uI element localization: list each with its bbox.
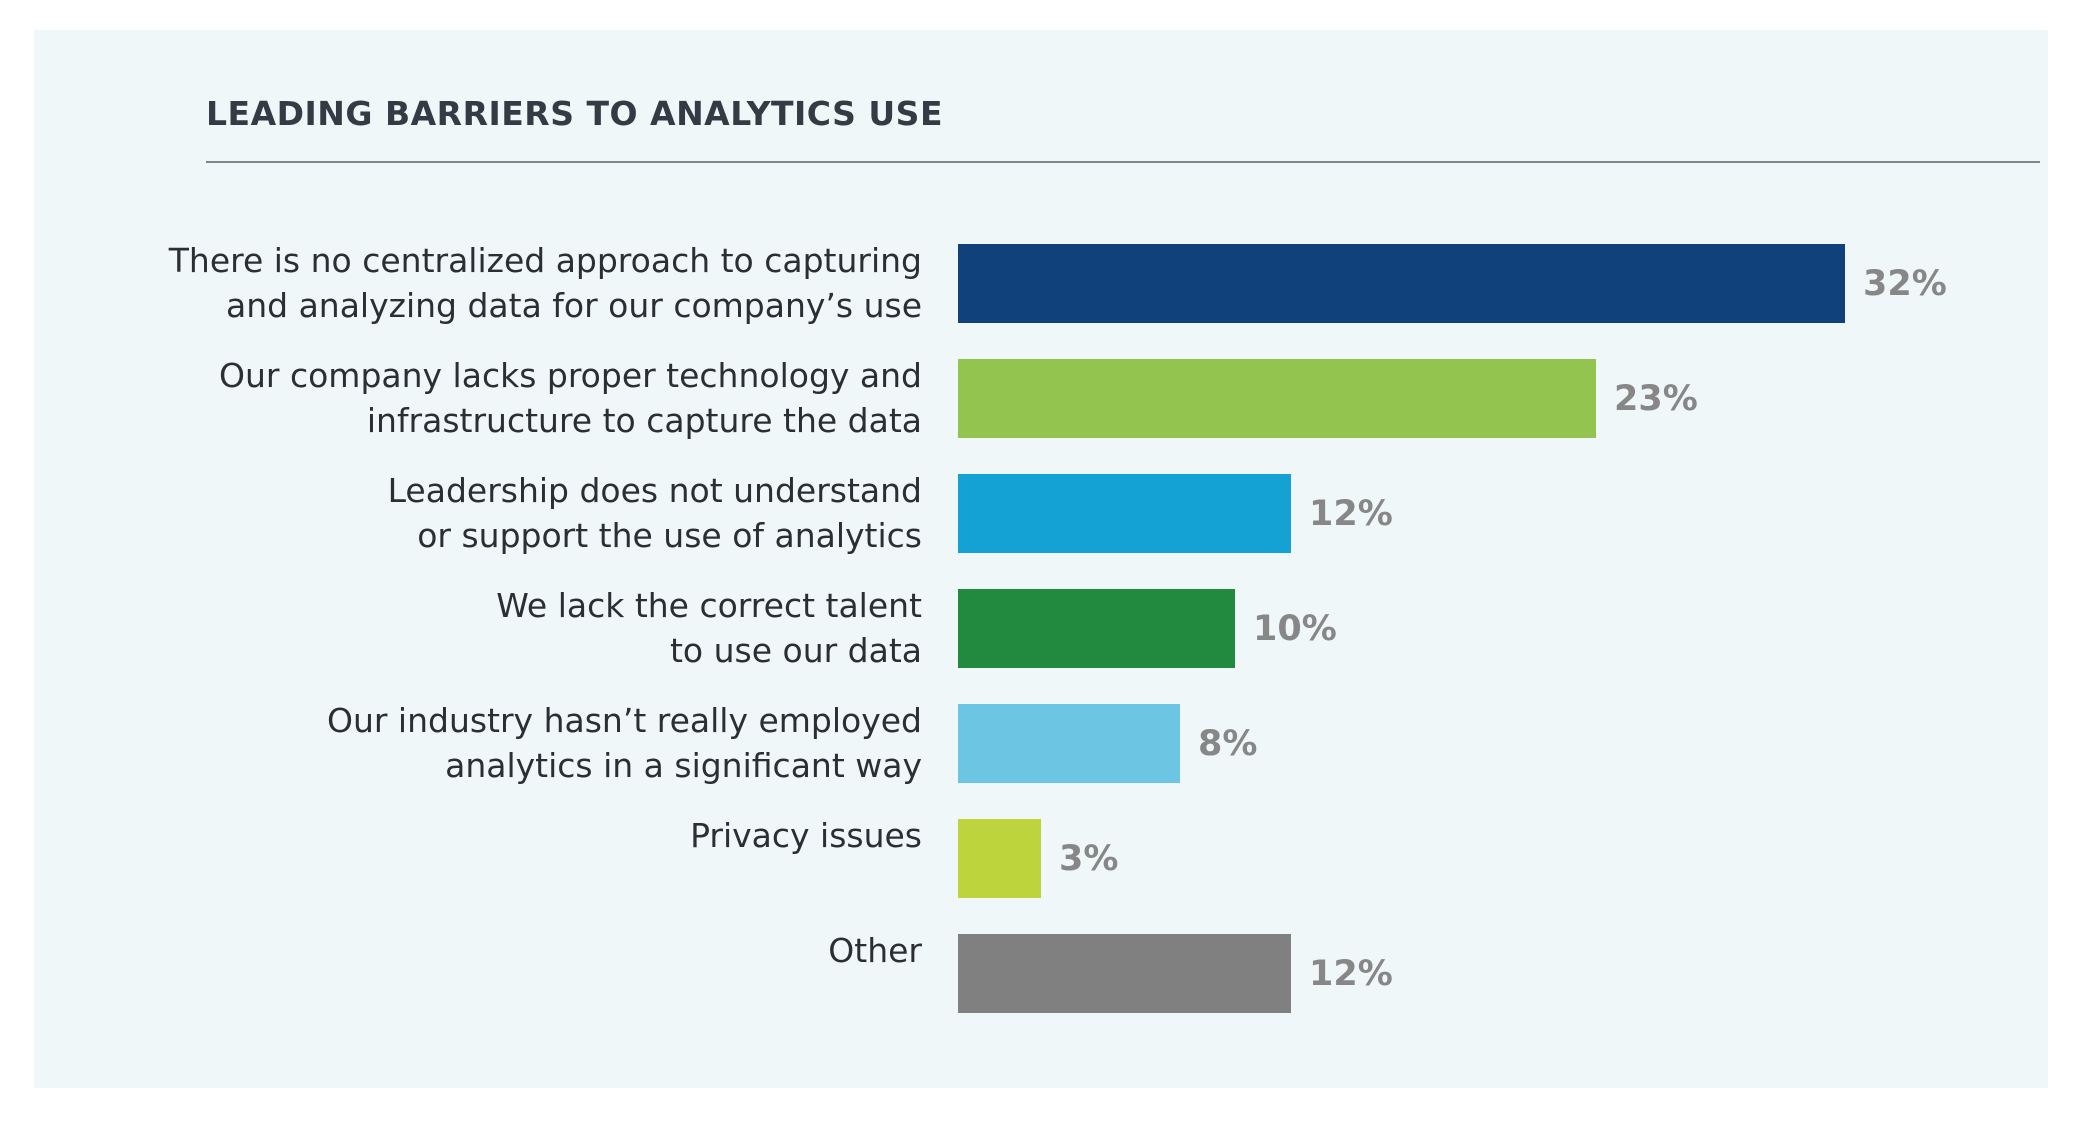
bar [958,359,1596,438]
category-label-line: infrastructure to capture the data [366,401,922,440]
bar [958,589,1235,668]
category-label: There is no centralized approach to capt… [162,238,922,328]
chart-panel [34,30,2048,1088]
bar [958,244,1845,323]
bar [958,819,1041,898]
bar [958,934,1291,1013]
category-label-line: There is no centralized approach to capt… [168,241,922,280]
category-label-line: analytics in a significant way [445,746,922,785]
category-label: Leadership does not understand or support… [162,468,922,558]
category-label-line: Leadership does not understand [387,471,922,510]
category-label-line: Other [828,931,922,970]
category-label: Other [162,928,922,973]
chart-title: LEADING BARRIERS TO ANALYTICS USE [206,94,943,133]
value-label: 23% [1614,378,1698,419]
bar [958,474,1291,553]
value-label: 12% [1309,493,1393,534]
category-label-line: or support the use of analytics [417,516,922,555]
value-label: 8% [1198,723,1258,764]
category-label-line: to use our data [669,631,922,670]
category-label: Our industry hasn’t really employed analy… [162,698,922,788]
bar [958,704,1180,783]
value-label: 32% [1863,263,1947,304]
category-label-line: Our company lacks proper technology and [219,356,922,395]
title-divider [206,161,2040,163]
category-label: We lack the correct talent to use our dat… [162,583,922,673]
category-label: Our company lacks proper technology and i… [162,353,922,443]
value-label: 3% [1059,838,1119,879]
category-label-line: and analyzing data for our company’s use [226,286,922,325]
category-label: Privacy issues [162,813,922,858]
category-label-line: We lack the correct talent [496,586,922,625]
value-label: 10% [1253,608,1337,649]
category-label-line: Our industry hasn’t really employed [326,701,922,740]
value-label: 12% [1309,953,1393,994]
category-label-line: Privacy issues [690,816,922,855]
